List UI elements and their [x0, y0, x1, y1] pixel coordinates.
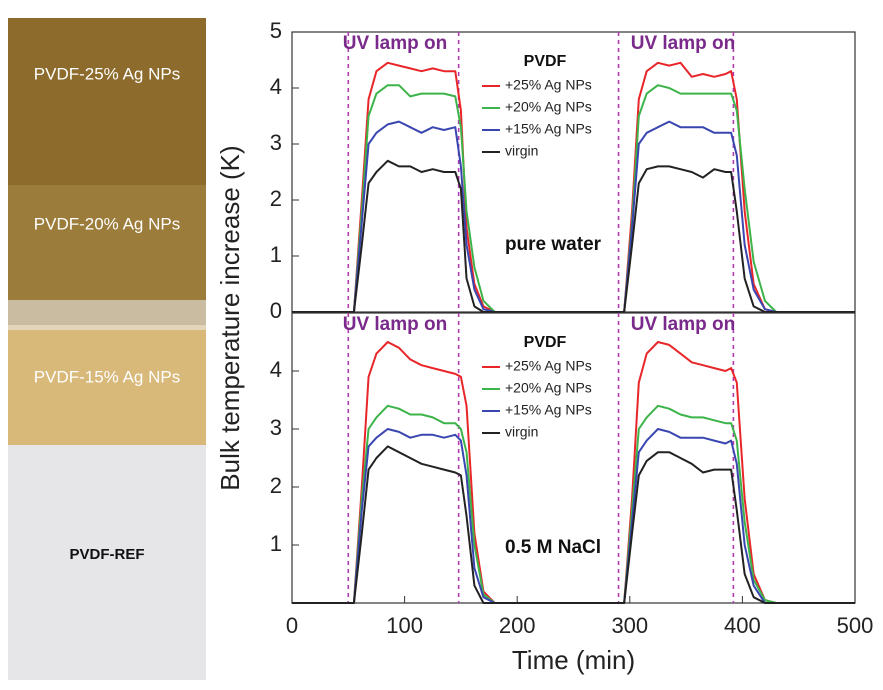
x-tick-label: 500: [837, 613, 874, 638]
x-axis-label: Time (min): [512, 645, 635, 675]
sample-ref: [8, 445, 206, 680]
x-tick-label: 100: [386, 613, 423, 638]
legend-label: +20% Ag NPs: [505, 99, 592, 115]
annotation: UV lamp on: [343, 314, 448, 335]
y-tick-label: 3: [270, 130, 282, 155]
data-line: [292, 404, 855, 604]
legend-label: virgin: [505, 424, 538, 440]
y-tick-label: 1: [270, 531, 282, 556]
photo-label: PVDF-REF: [70, 546, 145, 563]
y-tick-label: 2: [270, 473, 282, 498]
annotation: UV lamp on: [631, 33, 736, 54]
photo-label: PVDF-25% Ag NPs: [34, 64, 180, 83]
photo-label: PVDF-15% Ag NPs: [34, 367, 180, 386]
x-tick-label: 0: [286, 613, 298, 638]
condition-label: pure water: [505, 234, 602, 255]
legend-label: +25% Ag NPs: [505, 358, 592, 374]
y-tick-label: 1: [270, 242, 282, 267]
data-line: [292, 428, 855, 604]
x-tick-label: 300: [611, 613, 648, 638]
legend-label: +20% Ag NPs: [505, 380, 592, 396]
annotation: UV lamp on: [631, 314, 736, 335]
legend-title: PVDF: [524, 334, 567, 351]
x-tick-label: 200: [499, 613, 536, 638]
y-tick-label: 5: [270, 18, 282, 43]
y-tick-label: 4: [270, 74, 282, 99]
y-tick-label: 3: [270, 415, 282, 440]
legend-label: +15% Ag NPs: [505, 402, 592, 418]
data-line: [292, 120, 855, 313]
sample-25: [8, 18, 206, 208]
legend-label: +25% Ag NPs: [505, 77, 592, 93]
photo-label: PVDF-20% Ag NPs: [34, 214, 180, 233]
y-axis-label: Bulk temperature increase (K): [215, 145, 245, 490]
sample-15: [8, 325, 206, 445]
legend-label: virgin: [505, 143, 538, 159]
legend-title: PVDF: [524, 53, 567, 70]
annotation: UV lamp on: [343, 33, 448, 54]
data-line: [292, 159, 855, 313]
y-tick-label: 4: [270, 357, 282, 382]
y-tick-label: 2: [270, 186, 282, 211]
y-tick-label: 0: [270, 298, 282, 323]
data-line: [292, 445, 855, 604]
condition-label: 0.5 M NaCl: [505, 537, 601, 558]
paper-gap: [8, 300, 206, 330]
legend-label: +15% Ag NPs: [505, 121, 592, 137]
x-tick-label: 400: [724, 613, 761, 638]
data-line: [292, 84, 855, 313]
photo: PVDF-25% Ag NPs PVDF-20% Ag NPs PVDF-15%…: [8, 18, 206, 680]
